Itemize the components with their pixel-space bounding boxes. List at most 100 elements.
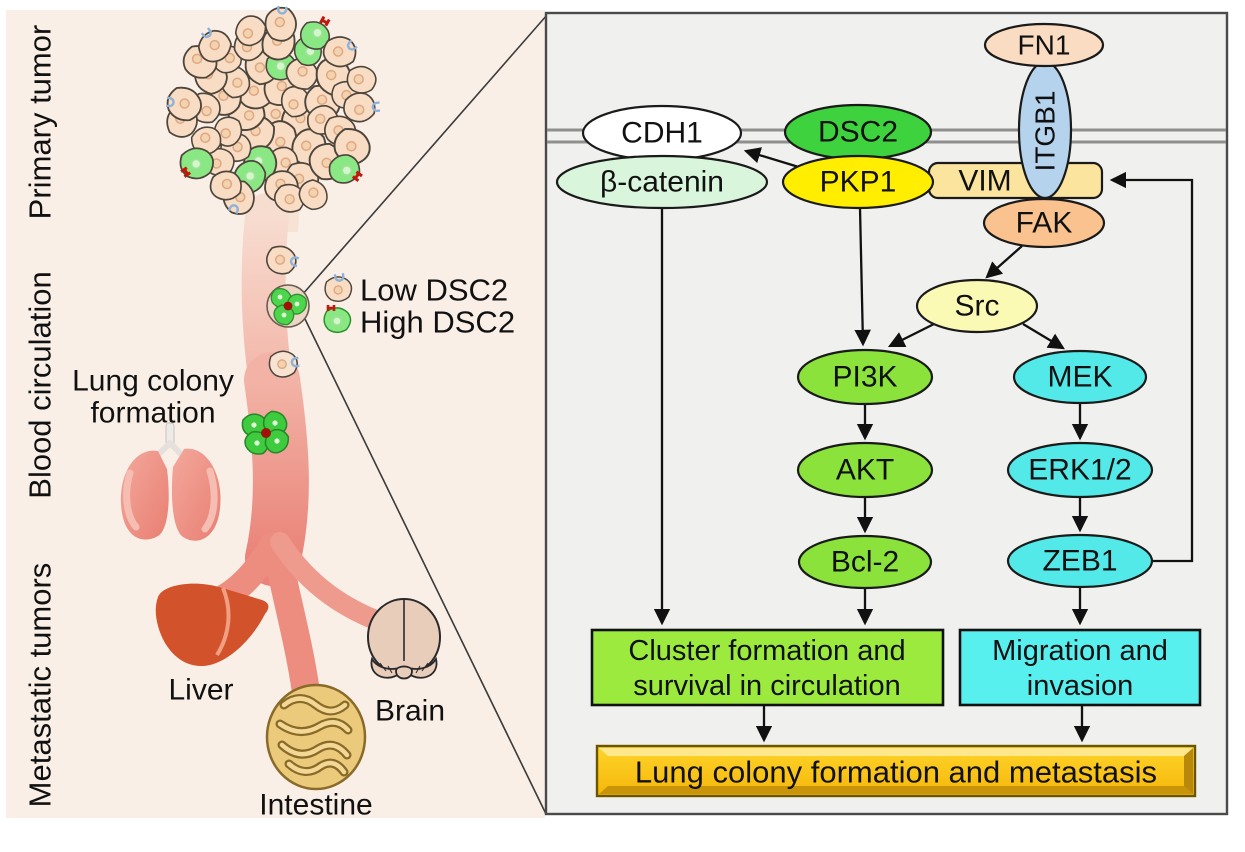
- pathway-panel: Cluster formation and survival in circul…: [544, 11, 1229, 816]
- dsc2-legend: Low DSC2 High DSC2: [323, 273, 515, 340]
- zeb1-label: ZEB1: [1042, 545, 1117, 578]
- ctc-cluster-magnified: [266, 284, 310, 328]
- tumor-cell-nucleus: [332, 46, 344, 57]
- itgb1-label: ITGB1: [1030, 91, 1061, 172]
- tumor-cell-nucleus: [288, 99, 299, 110]
- tumor-cell-nucleus: [274, 16, 286, 28]
- vim-label: VIM: [958, 165, 1011, 198]
- tumor-cell-nucleus: [315, 113, 326, 125]
- tumor-cell-nucleus: [300, 140, 312, 151]
- tumor-cell-nucleus: [199, 132, 211, 144]
- tumor-cell-nucleus: [270, 108, 281, 120]
- arrow-dsc2-cdh1: [743, 147, 803, 170]
- tumor-cell-nucleus: [243, 110, 255, 121]
- intestine-label: Intestine: [259, 789, 372, 822]
- tumor-cell-nucleus: [242, 28, 254, 39]
- tumor-cell-nucleus: [220, 128, 231, 139]
- cluster-box-line2: survival in circulation: [633, 670, 901, 702]
- liver-illustration: [155, 583, 269, 667]
- low-dsc2-receptor-icon: [227, 204, 239, 215]
- cdh1-label: CDH1: [621, 117, 703, 150]
- cluster-box-line1: Cluster formation and: [628, 635, 905, 667]
- tumor-cell-nucleus: [312, 27, 323, 38]
- lung-colony-label-line2: formation: [90, 397, 215, 430]
- pkp1-label: PKP1: [820, 166, 897, 199]
- high-dsc2-receptor-icon: [180, 166, 192, 178]
- tumor-cell-nucleus: [248, 85, 260, 97]
- tumor-cell-nucleus: [297, 66, 308, 77]
- legend-high-dsc2-label: High DSC2: [360, 305, 515, 340]
- vessel-lower: [244, 352, 309, 586]
- tumor-cell-nucleus: [325, 69, 337, 81]
- magnifier-line-bottom: [304, 318, 547, 815]
- cluster-formation-box: [590, 628, 945, 707]
- liver-label: Liver: [168, 674, 233, 707]
- low-dsc2-receptor-icon: [200, 27, 212, 39]
- fn1-label: FN1: [1018, 30, 1071, 61]
- section-label-primary-tumor: Primary tumor: [23, 25, 58, 220]
- node-vim: [927, 161, 1104, 200]
- arrow-src-pi3k: [887, 322, 935, 348]
- src-label: Src: [955, 290, 1000, 323]
- section-label-metastatic-tumors: Metastatic tumors: [23, 563, 58, 808]
- low-dsc2-receptor-icon: [346, 39, 358, 51]
- legend-low-dsc2-label: Low DSC2: [360, 273, 508, 308]
- low-dsc2-receptor-icon: [166, 96, 175, 108]
- tumor-cell-nucleus: [221, 178, 233, 190]
- node-zeb1: [1006, 533, 1154, 589]
- tumor-cell-nucleus: [353, 104, 365, 115]
- low-dsc2-cell-icon: [324, 273, 353, 303]
- migration-box-line2: invasion: [1027, 670, 1133, 702]
- tumor-cell-nucleus: [353, 73, 364, 85]
- node-bcl2: [797, 534, 933, 590]
- high-dsc2-receptor-icon: [351, 170, 363, 183]
- migration-invasion-box: [958, 628, 1202, 707]
- blood-vessel-illustration: [190, 193, 408, 706]
- akt-label: AKT: [836, 454, 894, 487]
- final-box-label: Lung colony formation and metastasis: [635, 755, 1157, 790]
- node-src: [915, 278, 1039, 334]
- node-akt: [796, 441, 934, 499]
- lung-colony-label-line1: Lung colony: [72, 365, 234, 398]
- ctc-single-low-dsc2-2: [268, 350, 300, 378]
- tumor-cell-nucleus: [316, 94, 328, 106]
- arrow-src-mek: [1022, 323, 1065, 350]
- ctc-single-low-dsc2: [266, 245, 300, 275]
- b-catenin-label: β-catenin: [600, 166, 724, 199]
- arrow-pkp1-pi3k: [854, 207, 871, 347]
- circulating-tumor-cells: [241, 245, 310, 455]
- tumor-cell-nucleus: [275, 60, 286, 72]
- tumor-cell-nucleus: [224, 52, 236, 64]
- tumor-cell-nucleus: [179, 98, 190, 109]
- high-dsc2-cell-icon: [323, 305, 352, 334]
- ctc-cluster-high-dsc2: [241, 410, 290, 455]
- tumor-cell-nucleus: [280, 157, 291, 168]
- left-panel: Low DSC2 High DSC2 Lung colony formation…: [6, 5, 548, 822]
- tumor-cell-nucleus: [284, 193, 295, 205]
- node-b-catenin: [555, 154, 769, 210]
- tumor-cell-nucleus: [276, 80, 288, 92]
- node-fn1: [983, 22, 1105, 68]
- dsc2-label: DSC2: [818, 116, 898, 149]
- tumor-cell-nucleus: [232, 77, 243, 88]
- tumor-cell-nucleus: [232, 141, 243, 153]
- bcl2-label: Bcl-2: [831, 546, 899, 579]
- node-mek: [1012, 349, 1148, 405]
- tumor-cell-nucleus: [244, 170, 256, 182]
- tumor-cell-nucleus: [308, 187, 319, 198]
- tumor-cell-nucleus: [346, 141, 357, 152]
- tumor-cell-nucleus: [341, 165, 353, 176]
- arrow-zeb1-vim-feedback: [1109, 171, 1194, 563]
- brain-label: Brain: [375, 695, 445, 728]
- node-erk12: [1006, 441, 1154, 499]
- tumor-cell-nucleus: [275, 136, 286, 148]
- primary-tumor-cluster: [166, 5, 381, 215]
- node-pi3k: [796, 348, 934, 406]
- pathway-arrows: [653, 147, 1194, 743]
- tumor-cell-nucleus: [190, 158, 202, 170]
- lungs-illustration: [120, 422, 221, 541]
- final-outcome-box: Lung colony formation and metastasis: [595, 744, 1197, 798]
- pi3k-label: PI3K: [832, 361, 897, 394]
- tumor-cell-nucleus: [254, 62, 266, 73]
